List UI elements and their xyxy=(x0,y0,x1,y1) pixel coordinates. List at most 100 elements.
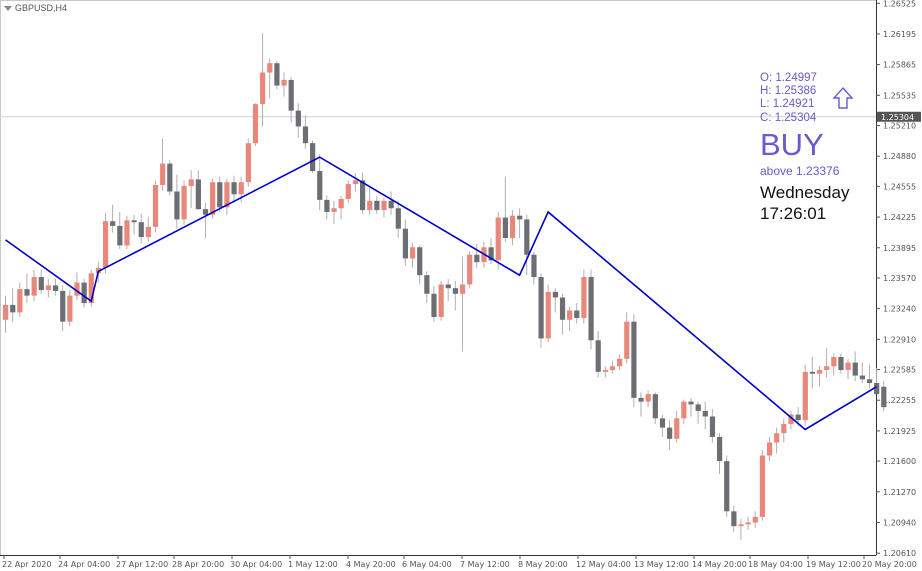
candle-body xyxy=(295,110,301,127)
close-value: C: 1.25304 xyxy=(760,111,817,124)
candle-body xyxy=(538,277,544,339)
candle-body xyxy=(381,200,387,211)
candle-body xyxy=(667,427,673,439)
candle-body xyxy=(145,226,151,238)
candle-body xyxy=(802,371,808,421)
candle-body xyxy=(509,215,516,238)
candle-body xyxy=(852,362,858,376)
candle-body xyxy=(517,215,523,220)
time-tick-label: 1 May 12:00 xyxy=(288,560,338,569)
candle-body xyxy=(609,366,616,370)
candle-body xyxy=(595,340,601,372)
time-tick-label: 30 Apr 04:00 xyxy=(230,560,282,569)
candle-body xyxy=(488,247,494,261)
candle-body xyxy=(224,182,230,208)
time-tick-label: 18 May 04:00 xyxy=(748,560,803,569)
candle-body xyxy=(617,358,623,367)
candle-body xyxy=(452,288,459,294)
candle-body xyxy=(581,277,587,318)
candle-body xyxy=(838,356,844,370)
price-tick-label: 1.24880 xyxy=(883,152,916,161)
signal-threshold: above 1.23376 xyxy=(760,164,840,178)
price-tick-label: 1.22585 xyxy=(883,366,916,375)
candle-body xyxy=(3,304,9,320)
candle-body xyxy=(374,200,380,211)
candle-body xyxy=(367,200,373,211)
candle-body xyxy=(152,185,159,227)
candle-body xyxy=(602,370,608,372)
candle-body xyxy=(424,275,430,294)
plot-area xyxy=(0,0,877,556)
candle-body xyxy=(545,291,551,339)
candle-body xyxy=(688,401,694,405)
candle-body xyxy=(816,370,823,374)
dropdown-triangle-icon[interactable] xyxy=(4,5,12,11)
candle-body xyxy=(552,291,558,298)
candle-body xyxy=(110,221,116,226)
candle-body xyxy=(217,182,223,208)
candle-body xyxy=(531,254,537,278)
candle-body xyxy=(138,222,144,238)
price-tick-label: 1.21600 xyxy=(883,457,916,466)
candle-body xyxy=(360,180,366,211)
time-tick-label: 24 Apr 04:00 xyxy=(58,560,110,569)
candle-body xyxy=(281,79,287,86)
price-tick-label: 1.23570 xyxy=(883,274,916,283)
price-tick-label: 1.21925 xyxy=(883,427,916,436)
time-tick-label: 12 May 04:00 xyxy=(576,560,631,569)
low-value: L: 1.24921 xyxy=(760,98,815,111)
candle-body xyxy=(445,284,451,289)
price-tick-label: 1.24225 xyxy=(883,213,916,222)
time-tick-label: 27 Apr 12:00 xyxy=(116,560,168,569)
candle-body xyxy=(467,254,473,285)
candle-body xyxy=(174,191,180,220)
candle-body xyxy=(459,284,466,294)
candle-body xyxy=(45,285,52,291)
candle-body xyxy=(345,184,351,199)
price-tick-label: 1.25865 xyxy=(883,61,916,70)
candle-body xyxy=(24,289,30,296)
candle-body xyxy=(638,397,644,402)
time-tick-label: 14 May 20:00 xyxy=(692,560,747,569)
candle-body xyxy=(474,254,480,263)
price-tick-label: 1.25210 xyxy=(883,122,916,131)
time-tick-label: 13 May 12:00 xyxy=(634,560,689,569)
time-tick-label: 22 Apr 2020 xyxy=(2,560,51,569)
candle-body xyxy=(324,199,330,212)
candle-body xyxy=(624,321,630,359)
time-tick-label: 28 Apr 20:00 xyxy=(172,560,224,569)
candle-body xyxy=(409,247,416,259)
price-tick-label: 1.24555 xyxy=(883,182,916,191)
candle-body xyxy=(874,383,880,395)
candle-body xyxy=(274,63,280,86)
candle-body xyxy=(752,516,758,523)
candle-body xyxy=(252,104,259,144)
candle-body xyxy=(588,277,594,341)
candle-body xyxy=(866,379,873,384)
candle-body xyxy=(288,79,294,111)
price-tick-label: 1.23895 xyxy=(883,244,916,253)
price-tick-label: 1.20610 xyxy=(883,549,916,558)
candle-body xyxy=(702,410,708,417)
candle-body xyxy=(202,209,209,215)
candle-body xyxy=(88,273,94,304)
candle-body xyxy=(167,163,173,192)
candle-body xyxy=(824,366,830,370)
candle-body xyxy=(645,394,651,402)
symbol-header[interactable]: GBPUSD,H4 xyxy=(4,3,67,13)
time-tick-label: 4 May 20:00 xyxy=(346,560,396,569)
candle-body xyxy=(352,180,359,185)
time-tick-label: 8 May 20:00 xyxy=(518,560,568,569)
candle-body xyxy=(438,284,444,318)
time-tick-label: 20 May 20:00 xyxy=(862,560,917,569)
candle-body xyxy=(431,293,437,318)
time-tick-label: 7 May 12:00 xyxy=(460,560,510,569)
candle-body xyxy=(659,418,666,428)
candle-body xyxy=(124,220,130,246)
candle-body xyxy=(495,217,501,261)
open-value: O: 1.24997 xyxy=(760,72,817,84)
candle-body xyxy=(310,143,316,172)
candle-body xyxy=(674,418,680,439)
